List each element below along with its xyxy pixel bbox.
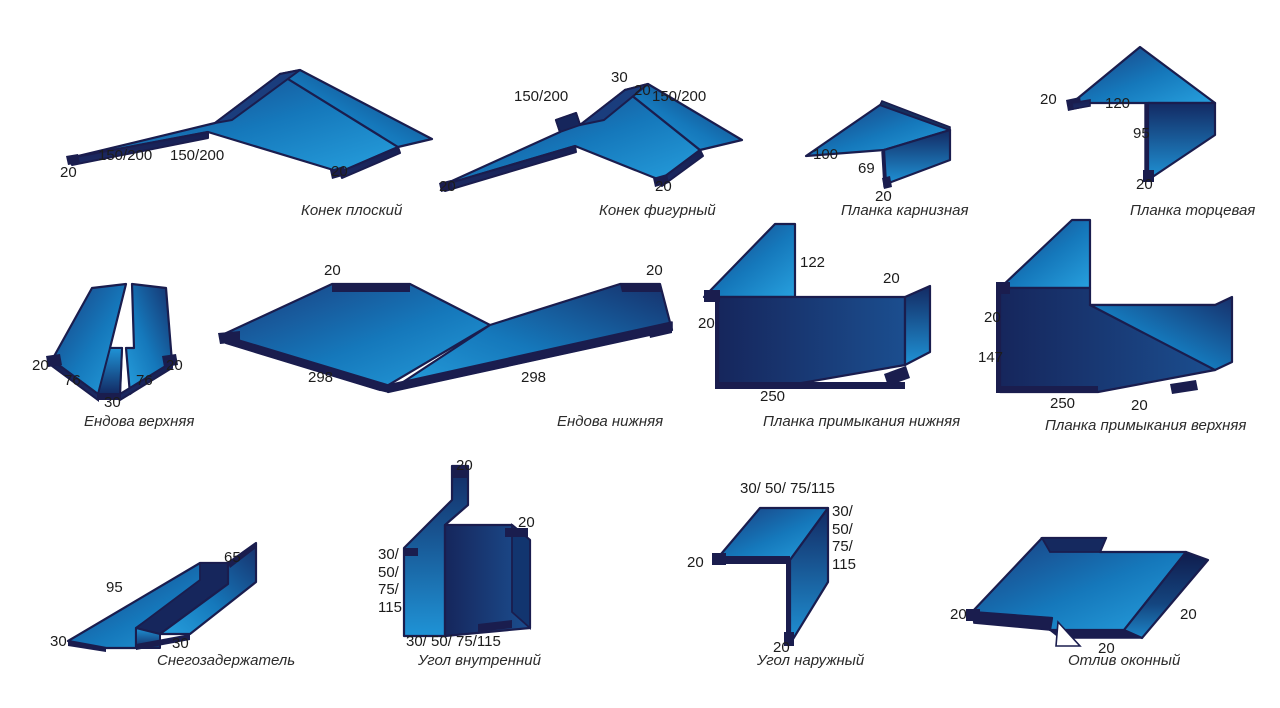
caption-primykaniya-nizhnyaya: Планка примыкания нижняя (763, 413, 961, 430)
dim-endova-nizhnyaya-right-flange: 20 (646, 262, 663, 279)
dim-planka-torcevaya-bottom-flange: 20 (1136, 176, 1153, 193)
dim-primykaniya-nizhnyaya-right-flange: 20 (883, 270, 900, 287)
dim-primykaniya-verhnyaya-base: 250 (1050, 395, 1076, 412)
dim-endova-nizhnyaya-right-wing: 298 (521, 369, 547, 386)
dim-ugol-vnutrenniy-left-wing: 30/ 50/ 75/ 115 (378, 546, 402, 617)
shape-endova-verhnyaya (46, 282, 178, 402)
dim-otliv-okonnyy-right-flange: 20 (1180, 606, 1197, 623)
dim-konek-ploskiy-right-wing: 150/200 (170, 147, 225, 164)
dim-konek-figurnyy-crest-height: 20 (634, 82, 651, 99)
dim-endova-verhnyaya-left-wing: 76 (64, 372, 81, 389)
shape-konek-figurnyy (439, 82, 744, 192)
dim-ugol-naruzhnyy-right-wing: 30/ 50/ 75/ 115 (832, 503, 856, 574)
dim-konek-figurnyy-crest-width: 30 (611, 69, 628, 86)
dim-konek-ploskiy-left-flange: 20 (60, 164, 77, 181)
dim-planka-karniznaya-drop-face: 69 (858, 160, 875, 177)
shape-ugol-vnutrenniy (402, 464, 532, 638)
dim-primykaniya-nizhnyaya-left-flange: 20 (698, 315, 715, 332)
dim-primykaniya-verhnyaya-back-wall: 147 (978, 349, 1004, 366)
dim-endova-verhnyaya-left-flange: 20 (32, 357, 49, 374)
dim-planka-torcevaya-top-face: 120 (1105, 95, 1131, 112)
dim-konek-ploskiy-left-wing: 150/200 (98, 147, 153, 164)
caption-otliv-okonnyy: Отлив оконный (1068, 652, 1181, 669)
dim-konek-figurnyy-left-flange: 20 (439, 178, 456, 195)
dim-ugol-vnutrenniy-bottom-wing: 30/ 50/ 75/115 (406, 633, 501, 650)
shape-planka-torcevaya (1066, 45, 1217, 182)
dim-snegozaderzhatel-foot: 30 (172, 635, 189, 652)
dim-primykaniya-nizhnyaya-back-wall: 122 (800, 254, 826, 271)
dim-otliv-okonnyy-front-flange: 20 (1098, 640, 1115, 657)
dim-endova-nizhnyaya-left-wing: 298 (308, 369, 334, 386)
dim-otliv-okonnyy-left-flange: 20 (950, 606, 967, 623)
shape-konek-ploskiy (66, 68, 434, 179)
dim-planka-torcevaya-left-flange: 20 (1040, 91, 1057, 108)
shape-ugol-naruzhnyy (712, 506, 830, 646)
dim-endova-verhnyaya-valley-width: 30 (104, 394, 121, 411)
dim-snegozaderzhatel-lower-flange: 30 (50, 633, 67, 650)
dim-endova-verhnyaya-right-wing: 76 (136, 372, 153, 389)
caption-konek-figurnyy: Конек фигурный (599, 202, 716, 219)
dim-planka-karniznaya-top-face: 100 (813, 146, 839, 163)
caption-snegozaderzhatel: Снегозадержатель (157, 652, 296, 669)
dim-konek-figurnyy-left-wing: 150/200 (514, 88, 569, 105)
caption-ugol-vnutrenniy: Угол внутренний (418, 652, 541, 669)
dim-ugol-naruzhnyy-top-wing: 30/ 50/ 75/115 (740, 480, 835, 497)
dim-ugol-naruzhnyy-bottom-flange: 20 (773, 639, 790, 656)
shape-snegozaderzhatel (66, 541, 258, 652)
caption-primykaniya-verhnyaya: Планка примыкания верхняя (1045, 417, 1247, 434)
dim-ugol-naruzhnyy-left-flange: 20 (687, 554, 704, 571)
dim-snegozaderzhatel-upstand: 65 (224, 549, 241, 566)
dim-konek-figurnyy-right-flange: 20 (655, 178, 672, 195)
dim-snegozaderzhatel-base: 95 (106, 579, 123, 596)
caption-endova-nizhnyaya: Ендова нижняя (557, 413, 664, 430)
shape-otliv-okonnyy (966, 536, 1210, 647)
dim-konek-figurnyy-right-wing: 150/200 (652, 88, 707, 105)
shape-planka-primykaniya-verhnyaya (996, 218, 1234, 394)
dim-endova-verhnyaya-right-flange: 20 (166, 357, 183, 374)
caption-endova-verhnyaya: Ендова верхняя (84, 413, 195, 430)
dim-ugol-vnutrenniy-top-flange: 20 (456, 457, 473, 474)
dim-endova-nizhnyaya-left-flange: 20 (324, 262, 341, 279)
dim-ugol-vnutrenniy-right-flange: 20 (518, 514, 535, 531)
caption-planka-karniznaya: Планка карнизная (841, 202, 969, 219)
caption-planka-torcevaya: Планка торцевая (1130, 202, 1256, 219)
shape-endova-nizhnyaya (218, 282, 674, 394)
dim-primykaniya-verhnyaya-right-flange: 20 (1131, 397, 1148, 414)
dim-primykaniya-nizhnyaya-base: 250 (760, 388, 786, 405)
dim-primykaniya-verhnyaya-top-flange: 20 (984, 309, 1001, 326)
dim-planka-karniznaya-bottom-flange: 20 (875, 188, 892, 205)
shape-planka-primykaniya-nizhnyaya (702, 222, 932, 389)
dim-planka-torcevaya-side-face: 95 (1133, 125, 1150, 142)
caption-konek-ploskiy: Конек плоский (301, 202, 403, 219)
dim-konek-ploskiy-right-flange: 20 (331, 163, 348, 180)
caption-ugol-naruzhnyy: Угол наружный (757, 652, 865, 669)
shape-planka-karniznaya (804, 99, 952, 189)
